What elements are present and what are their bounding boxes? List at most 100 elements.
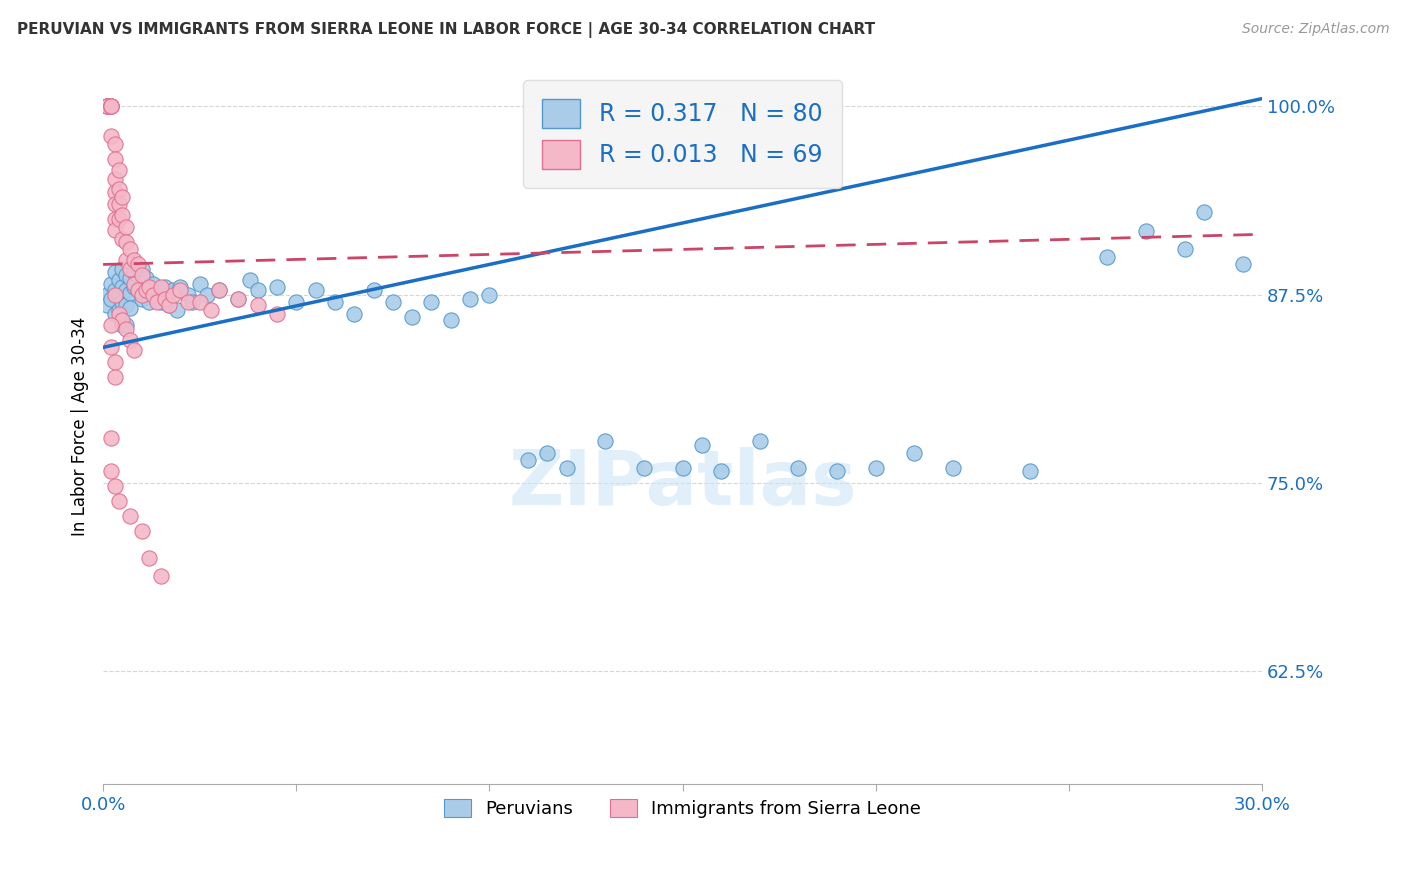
Point [104,307,127,321]
Point [115,219,138,234]
Point [122,280,145,294]
Point [111,313,134,327]
Point [115,283,138,297]
Point [122,265,145,279]
Point [100,129,122,144]
Point [120,262,142,277]
Point [96,99,118,113]
Point [115,322,138,336]
Point [633,461,655,475]
Point [96,99,118,113]
Point [690,438,713,452]
Point [825,464,848,478]
Point [1192,204,1215,219]
Point [150,569,173,583]
Point [536,446,558,460]
Point [150,295,173,310]
Point [865,461,887,475]
Point [401,310,423,325]
Point [671,461,693,475]
Point [1174,243,1197,257]
Point [162,287,184,301]
Point [122,252,145,267]
Point [135,271,157,285]
Point [100,464,122,478]
Point [131,268,153,282]
Text: Source: ZipAtlas.com: Source: ZipAtlas.com [1241,22,1389,37]
Point [100,431,122,445]
Point [120,333,142,347]
Point [104,212,127,227]
Point [100,292,122,306]
Point [100,318,122,332]
Point [177,287,200,301]
Point [120,301,142,315]
Point [153,292,176,306]
Point [903,446,925,460]
Point [107,182,129,196]
Point [285,295,308,310]
Point [120,243,142,257]
Point [115,235,138,249]
Point [107,272,129,286]
Point [104,283,127,297]
Point [135,283,157,297]
Point [1135,224,1157,238]
Point [100,99,122,113]
Legend: Peruvians, Immigrants from Sierra Leone: Peruvians, Immigrants from Sierra Leone [437,792,928,825]
Point [138,551,160,566]
Text: PERUVIAN VS IMMIGRANTS FROM SIERRA LEONE IN LABOR FORCE | AGE 30-34 CORRELATION : PERUVIAN VS IMMIGRANTS FROM SIERRA LEONE… [17,22,875,38]
Point [111,232,134,246]
Point [115,298,138,312]
Point [266,307,288,321]
Point [127,792,149,806]
Point [115,252,138,267]
Point [138,295,160,310]
Point [131,524,153,539]
Point [100,99,122,113]
Point [181,295,204,310]
Point [96,99,118,113]
Point [107,287,129,301]
Point [104,136,127,151]
Point [135,286,157,301]
Point [162,283,184,297]
Point [104,479,127,493]
Point [228,292,250,306]
Point [100,277,122,291]
Point [142,287,165,301]
Point [122,277,145,291]
Point [478,287,501,301]
Point [153,280,176,294]
Point [111,262,134,277]
Point [208,283,231,297]
Point [138,280,160,294]
Point [111,189,134,203]
Point [343,307,366,321]
Point [1232,257,1254,271]
Point [239,272,262,286]
Point [188,295,211,310]
Point [246,283,269,297]
Point [177,295,200,310]
Point [188,277,211,291]
Point [115,268,138,282]
Point [1097,250,1119,264]
Point [146,295,169,310]
Point [100,340,122,354]
Point [169,280,191,294]
Point [120,286,142,301]
Point [104,185,127,199]
Point [120,509,142,524]
Point [146,286,169,301]
Point [157,298,180,312]
Point [150,280,173,294]
Point [131,277,153,291]
Point [107,494,129,508]
Point [131,262,153,277]
Point [111,208,134,222]
Point [107,212,129,227]
Point [1019,464,1042,478]
Point [942,461,965,475]
Text: ZIPatlas: ZIPatlas [508,447,856,521]
